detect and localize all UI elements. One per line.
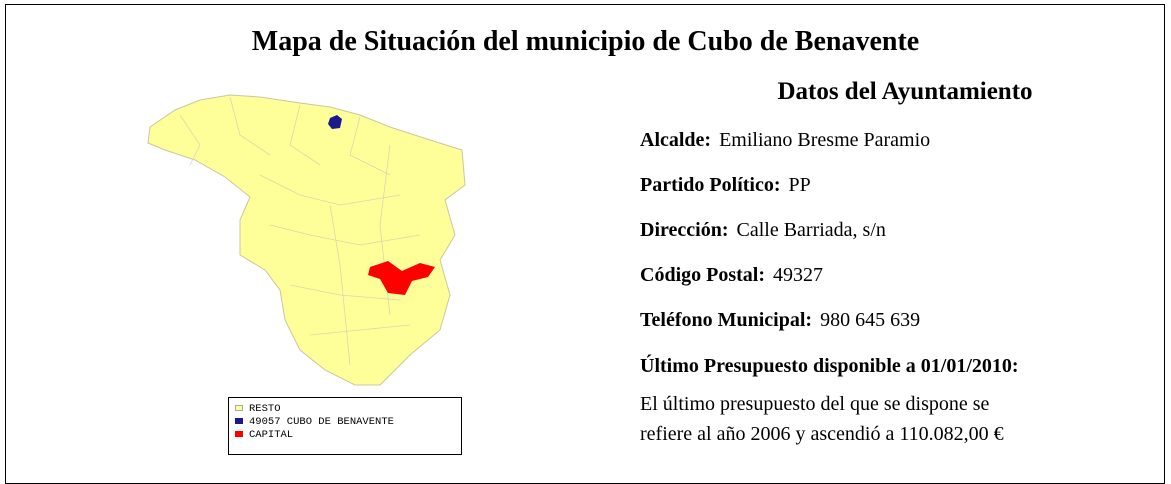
field-value: Calle Barriada, s/n: [736, 219, 886, 241]
field-value: PP: [788, 174, 811, 196]
capital: [368, 261, 435, 295]
budget-heading-text: Último Presupuesto disponible a 01/01/20…: [640, 355, 1019, 377]
section-title: Datos del Ayuntamiento: [777, 78, 1033, 105]
page-title: Mapa de Situación del municipio de Cubo …: [251, 26, 920, 57]
field-label: Teléfono Municipal:: [640, 309, 813, 331]
field-row: Alcalde: Emiliano Bresme Paramio: [640, 129, 930, 152]
field-value: 980 645 639: [820, 309, 921, 331]
field-value: Emiliano Bresme Paramio: [719, 129, 931, 151]
borders: [179, 96, 421, 366]
field-label: Partido Político:: [640, 174, 781, 196]
legend-label: RESTO: [249, 403, 281, 415]
budget-line: refiere al año 2006 y ascendió a 110.082…: [640, 423, 1004, 445]
legend-item: RESTO: [235, 403, 455, 416]
cubo-de-benavente: [328, 115, 342, 129]
field-row: Partido Político: PP: [640, 174, 811, 197]
legend-label: CAPITAL: [249, 429, 294, 441]
page: Mapa de Situación del municipio de Cubo …: [5, 4, 1165, 484]
budget-line: El último presupuesto del que se dispone…: [640, 393, 990, 415]
field-row: Código Postal: 49327: [640, 264, 823, 287]
legend: RESTO 49057 CUBO DE BENAVENTE CAPITAL: [228, 397, 462, 455]
province: [147, 94, 466, 386]
legend-item: CAPITAL: [235, 429, 455, 442]
field-row: Dirección: Calle Barriada, s/n: [640, 219, 886, 242]
legend-item: 49057 CUBO DE BENAVENTE: [235, 416, 455, 429]
budget-heading: Último Presupuesto disponible a 01/01/20…: [640, 355, 1027, 378]
map: [147, 94, 466, 386]
field-value: 49327: [773, 264, 823, 286]
field-row: Teléfono Municipal: 980 645 639: [640, 309, 920, 332]
legend-label: 49057 CUBO DE BENAVENTE: [249, 416, 394, 428]
field-label: Alcalde:: [640, 129, 712, 151]
field-label: Dirección:: [640, 219, 729, 241]
field-label: Código Postal:: [640, 264, 765, 286]
